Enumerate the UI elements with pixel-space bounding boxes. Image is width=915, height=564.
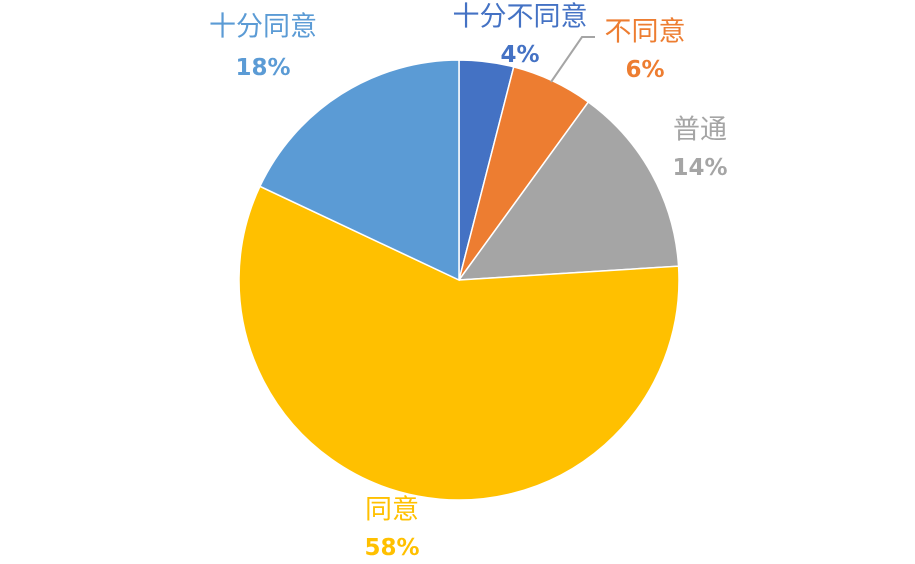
slice-category-label: 十分同意 — [209, 12, 317, 43]
slice-percent-label: 4% — [500, 42, 539, 68]
slice-category-label: 十分不同意 — [453, 2, 588, 33]
pie-slice-2 — [457, 100, 680, 281]
slice-category-label: 不同意 — [605, 17, 686, 48]
slice-category-label: 普通 — [673, 115, 727, 146]
slice-percent-label: 14% — [672, 155, 727, 181]
pie-slice-4 — [258, 59, 460, 282]
slice-percent-label: 58% — [364, 535, 419, 561]
pie-slice-3 — [238, 185, 680, 501]
slice-percent-label: 18% — [235, 55, 290, 81]
leader-line — [550, 36, 595, 83]
data-labels: 十分不同意 4% 不同意 6% 普通 14% 同意 58% 十分同意 18% — [209, 2, 728, 562]
slice-category-label: 同意 — [365, 495, 419, 526]
pie-slices — [238, 59, 680, 501]
slice-percent-label: 6% — [625, 57, 664, 83]
